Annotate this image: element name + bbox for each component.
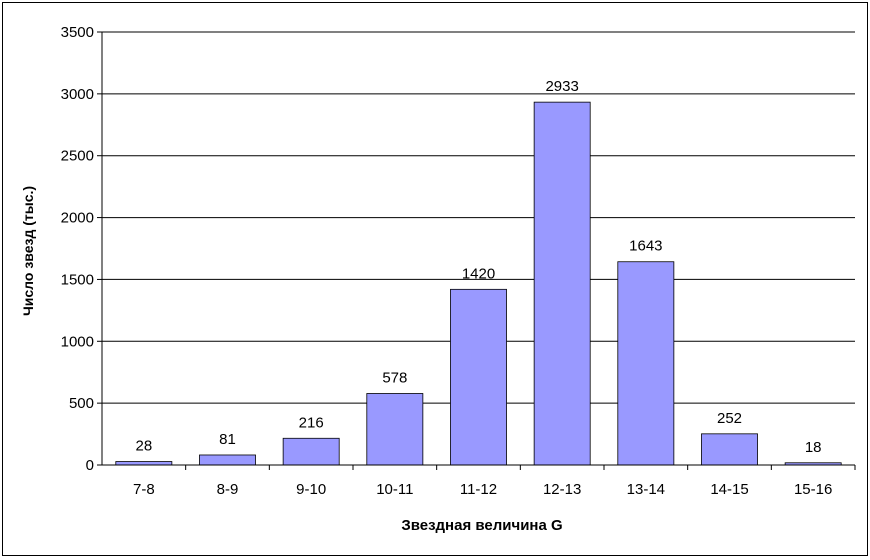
y-tick-label: 2000: [61, 210, 94, 227]
data-labels: 28 81 216 578 1420 2933 1643 252 18: [135, 78, 821, 456]
bar: [701, 433, 758, 466]
axes: [97, 31, 856, 470]
data-label: 578: [382, 369, 407, 386]
bars: [115, 101, 842, 466]
data-label: 1420: [462, 265, 495, 282]
data-label: 28: [135, 438, 152, 455]
bar: [450, 288, 507, 466]
y-tick-label: 1000: [61, 333, 94, 350]
y-tick-label: 3500: [61, 24, 94, 41]
y-tick-label: 3000: [61, 86, 94, 103]
x-axis-label: Звездная величина G: [401, 517, 562, 534]
y-tick-label: 1500: [61, 271, 94, 288]
x-tick-label: 10-11: [376, 481, 413, 498]
x-tick-label: 13-14: [627, 481, 665, 498]
bar: [199, 454, 256, 466]
x-tick-label: 14-15: [710, 481, 748, 498]
x-tick-label: 15-16: [794, 481, 832, 498]
x-tick-label: 7-8: [133, 481, 155, 498]
bar-chart: 28 81 216 578 1420 2933 1643 252 18 0 500 1000 1500…: [20, 24, 856, 534]
data-label: 252: [717, 410, 742, 427]
bar: [366, 393, 424, 466]
bar: [533, 101, 591, 466]
y-axis-label: Число звезд (тыс.): [20, 186, 36, 316]
x-tick-labels: 7-8 8-9 9-10 10-11 11-12 12-13 13-14 14-15 15-16: [133, 481, 832, 498]
x-tick-label: 9-10: [296, 481, 326, 498]
y-tick-label: 0: [86, 457, 94, 474]
bar: [617, 261, 675, 466]
y-tick-labels: 0 500 1000 1500 2000 2500 3000 3500: [61, 24, 94, 474]
data-label: 216: [299, 414, 324, 431]
bar: [115, 461, 173, 466]
x-tick-label: 11-12: [460, 481, 497, 498]
x-tick-label: 8-9: [217, 481, 239, 498]
data-label: 2933: [545, 78, 578, 95]
data-label: 18: [805, 439, 822, 456]
data-label: 81: [219, 431, 236, 448]
gridlines: [102, 31, 855, 404]
x-tick-label: 12-13: [543, 481, 581, 498]
y-tick-label: 500: [69, 395, 94, 412]
bar: [282, 437, 340, 466]
y-tick-label: 2500: [61, 148, 94, 165]
data-label: 1643: [629, 238, 662, 255]
